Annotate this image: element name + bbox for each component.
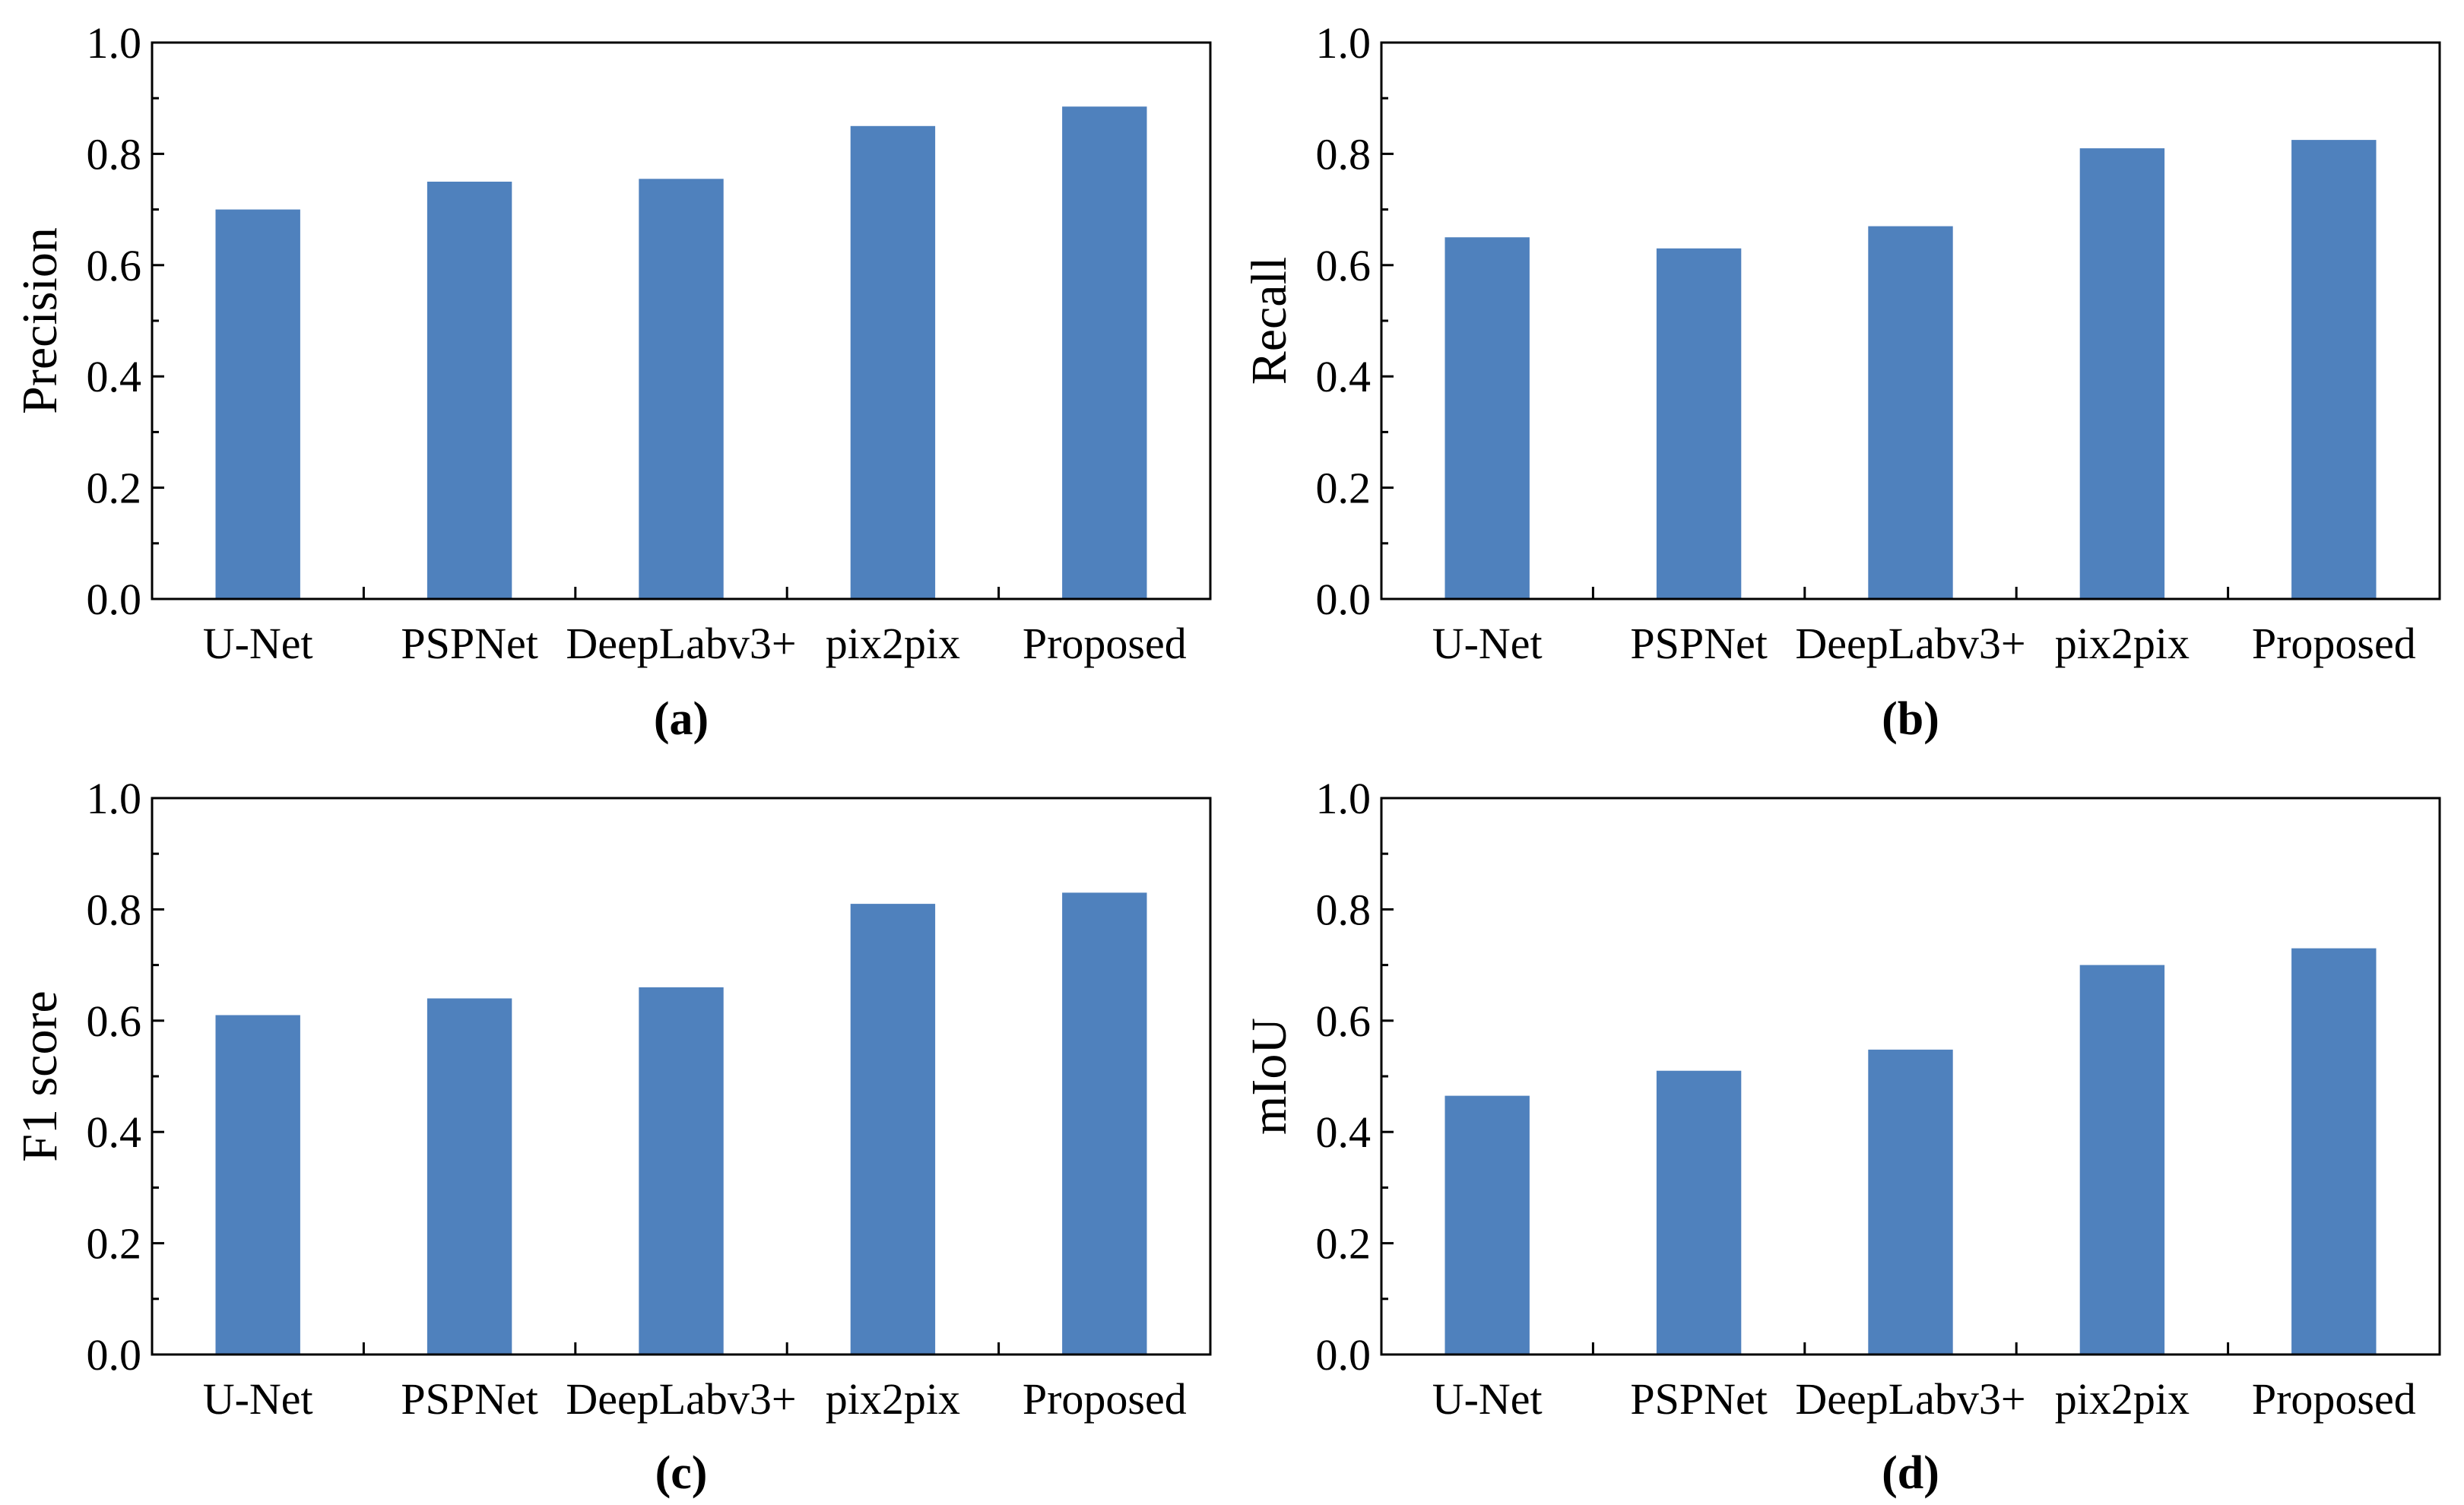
bar-proposed [1062, 106, 1147, 599]
x-category-label: PSPNet [1630, 619, 1768, 668]
panel-label: (c) [655, 1447, 708, 1499]
panel-label: (a) [654, 693, 709, 745]
x-category-label: U-Net [203, 1374, 313, 1424]
panel-label: (b) [1882, 693, 1939, 745]
y-axis-title: Precision [12, 227, 68, 414]
bar-deeplabv3- [1868, 1049, 1953, 1354]
x-category-label: Proposed [1023, 619, 1187, 668]
y-tick-label: 0.8 [1316, 129, 1372, 179]
bar-u-net [1444, 237, 1530, 599]
y-tick-label: 0.2 [1316, 1219, 1372, 1269]
bar-deeplabv3- [639, 179, 724, 600]
x-category-label: pix2pix [2055, 1374, 2190, 1424]
x-category-label: Proposed [2252, 619, 2416, 668]
y-tick-label: 0.0 [1316, 1330, 1372, 1380]
y-tick-label: 0.0 [87, 1330, 142, 1380]
bar-pspnet [427, 182, 512, 599]
chart-panel-a: 0.0 0.2 0.4 0.6 0.8 1.0 U-Net PSPNet DeepLabv3+ p… [12, 18, 1212, 745]
chart-panel-d: 0.0 0.2 0.4 0.6 0.8 1.0 U-Net PSPNet DeepLabv3+ p… [1242, 774, 2441, 1499]
y-tick-label: 1.0 [1316, 18, 1372, 68]
x-category-label: DeepLabv3+ [1795, 619, 2025, 668]
x-category-label: U-Net [1432, 1374, 1543, 1424]
bar-pspnet [427, 998, 512, 1354]
x-category-label: PSPNet [1630, 1374, 1768, 1424]
x-category-label: DeepLabv3+ [566, 619, 796, 668]
bar-deeplabv3- [639, 987, 724, 1354]
x-category-label: Proposed [1023, 1374, 1187, 1424]
y-tick-label: 0.8 [87, 129, 142, 179]
bar-proposed [2291, 948, 2377, 1354]
y-tick-label: 0.0 [1316, 575, 1372, 624]
x-category-label: DeepLabv3+ [566, 1374, 796, 1424]
y-tick-label: 0.2 [1316, 464, 1372, 513]
y-axis-title: F1 score [12, 990, 68, 1161]
y-tick-label: 0.2 [87, 1219, 142, 1269]
bar-pix2pix [850, 125, 936, 600]
chart-panel-b: 0.0 0.2 0.4 0.6 0.8 1.0 U-Net PSPNet DeepLabv3+ p… [1242, 18, 2441, 745]
y-axis-title: Recall [1242, 257, 1297, 385]
x-category-label: pix2pix [2055, 619, 2190, 668]
x-category-label: Proposed [2252, 1374, 2416, 1424]
y-tick-label: 1.0 [1316, 774, 1372, 823]
y-tick-label: 0.0 [87, 575, 142, 624]
panel-label: (d) [1882, 1447, 1939, 1499]
y-tick-label: 1.0 [87, 774, 142, 823]
bar-pix2pix [2079, 148, 2165, 600]
bar-u-net [215, 209, 300, 600]
y-tick-label: 0.8 [1316, 885, 1372, 934]
y-tick-label: 1.0 [87, 18, 142, 68]
bar-pix2pix [2079, 965, 2165, 1354]
y-tick-label: 0.6 [87, 996, 142, 1046]
bar-proposed [1062, 892, 1147, 1354]
bar-u-net [1444, 1095, 1530, 1354]
x-category-label: U-Net [1432, 619, 1543, 668]
bar-pspnet [1656, 248, 1742, 599]
y-tick-label: 0.8 [87, 885, 142, 934]
y-tick-label: 0.4 [1316, 352, 1372, 401]
x-category-label: U-Net [203, 619, 313, 668]
x-category-label: PSPNet [401, 1374, 538, 1424]
x-category-label: PSPNet [401, 619, 538, 668]
x-category-label: pix2pix [826, 1374, 960, 1424]
y-tick-label: 0.6 [1316, 996, 1372, 1046]
y-tick-label: 0.4 [1316, 1107, 1372, 1157]
y-tick-label: 0.4 [87, 352, 142, 401]
x-category-label: pix2pix [826, 619, 960, 668]
y-tick-label: 0.2 [87, 464, 142, 513]
y-tick-label: 0.6 [1316, 241, 1372, 290]
y-tick-label: 0.4 [87, 1107, 142, 1157]
bar-pspnet [1656, 1070, 1742, 1354]
chart-panel-c: 0.0 0.2 0.4 0.6 0.8 1.0 U-Net PSPNet DeepLabv3+ p… [12, 774, 1212, 1499]
bar-proposed [2291, 140, 2377, 600]
bar-pix2pix [850, 904, 936, 1354]
x-category-label: DeepLabv3+ [1795, 1374, 2025, 1424]
bar-u-net [215, 1015, 300, 1354]
bar-deeplabv3- [1868, 226, 1953, 599]
y-tick-label: 0.6 [87, 241, 142, 290]
y-axis-title: mIoU [1242, 1018, 1297, 1135]
